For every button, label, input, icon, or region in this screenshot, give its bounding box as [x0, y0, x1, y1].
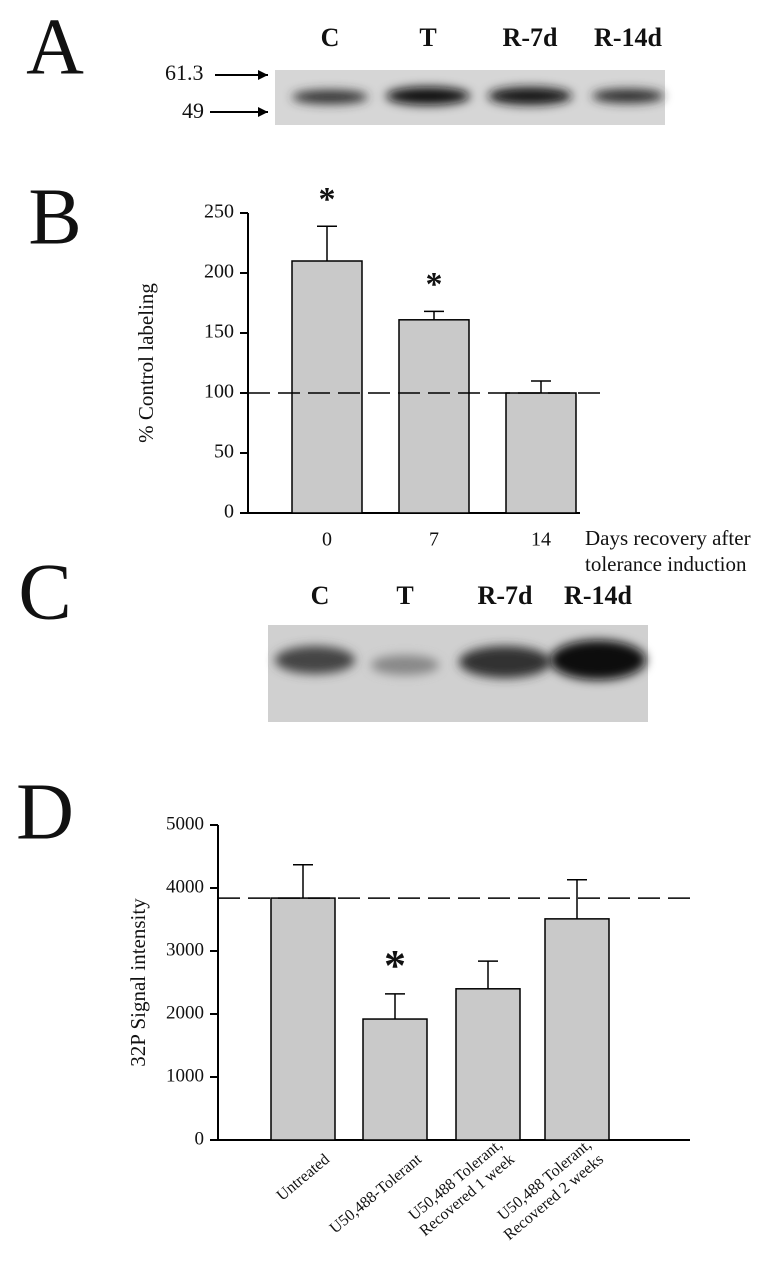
error-bar: [385, 993, 405, 1020]
y-tick-label: 150: [204, 321, 234, 343]
lane-label: R-7d: [503, 23, 558, 52]
y-tick-label: 250: [204, 201, 234, 223]
panel-letter: B: [28, 173, 81, 261]
x-tick-label: 14: [531, 529, 551, 551]
y-tick-label: 100: [204, 381, 234, 403]
bar: [455, 988, 521, 1141]
blot-band: [592, 89, 664, 103]
lane-label: C: [321, 23, 340, 52]
arrow-head: [258, 70, 268, 80]
x-tick-label-group: U50,488-Tolerant: [327, 1151, 426, 1238]
marker-label: 61.3: [165, 60, 204, 85]
bar: [544, 918, 610, 1141]
y-tick-label: 5000: [166, 813, 204, 834]
x-tick-label-group: U50,488 Tolerant,Recovered 1 week: [406, 1136, 518, 1240]
y-tick-label: 0: [224, 501, 234, 523]
arrow-head: [258, 107, 268, 117]
blot-band: [371, 655, 439, 675]
bar: [398, 319, 470, 514]
bar: [362, 1018, 428, 1141]
y-tick-label: 2000: [166, 1002, 204, 1023]
error-bar: [531, 380, 551, 393]
y-axis-label: 32P Signal intensity: [126, 898, 150, 1067]
lane-label: T: [419, 23, 436, 52]
error-bar: [317, 225, 337, 261]
x-tick-label: 0: [322, 529, 332, 551]
blot-band: [292, 90, 368, 104]
error-bar: [424, 310, 444, 320]
x-tick-label: U50,488-Tolerant: [327, 1151, 426, 1238]
y-tick-label: 0: [195, 1128, 205, 1149]
significance-label: *: [384, 941, 406, 990]
y-axis-label: % Control labeling: [134, 283, 158, 443]
panel-letter: C: [18, 548, 71, 636]
bar: [291, 260, 363, 514]
lane-label: R-14d: [594, 23, 662, 52]
marker-label: 49: [182, 98, 204, 123]
blot-band: [488, 87, 572, 105]
lane-label: C: [311, 581, 330, 610]
blot-band: [386, 87, 470, 105]
panel-letter: A: [26, 3, 84, 91]
error-bar: [567, 879, 587, 919]
x-tick-label: 7: [429, 529, 439, 551]
lane-label: R-7d: [478, 581, 533, 610]
x-tick-label-group: Untreated: [274, 1151, 333, 1205]
lane-label: T: [396, 581, 413, 610]
x-tick-label: Untreated: [274, 1151, 333, 1205]
panel-letter: D: [16, 768, 74, 856]
blot-band: [550, 640, 646, 680]
error-bar: [293, 863, 313, 899]
y-tick-label: 4000: [166, 876, 204, 897]
bar: [505, 392, 577, 514]
lane-label: R-14d: [564, 581, 632, 610]
y-tick-label: 200: [204, 261, 234, 283]
blot-band: [459, 646, 551, 678]
y-tick-label: 3000: [166, 939, 204, 960]
significance-label: *: [319, 181, 336, 218]
significance-label: *: [426, 266, 443, 303]
blot-band: [275, 646, 355, 674]
x-axis-label: Days recovery after: [585, 526, 751, 550]
x-axis-label: tolerance induction: [585, 552, 747, 576]
error-bar: [478, 960, 498, 989]
y-tick-label: 1000: [166, 1065, 204, 1086]
bar: [270, 897, 336, 1141]
y-tick-label: 50: [214, 441, 234, 463]
